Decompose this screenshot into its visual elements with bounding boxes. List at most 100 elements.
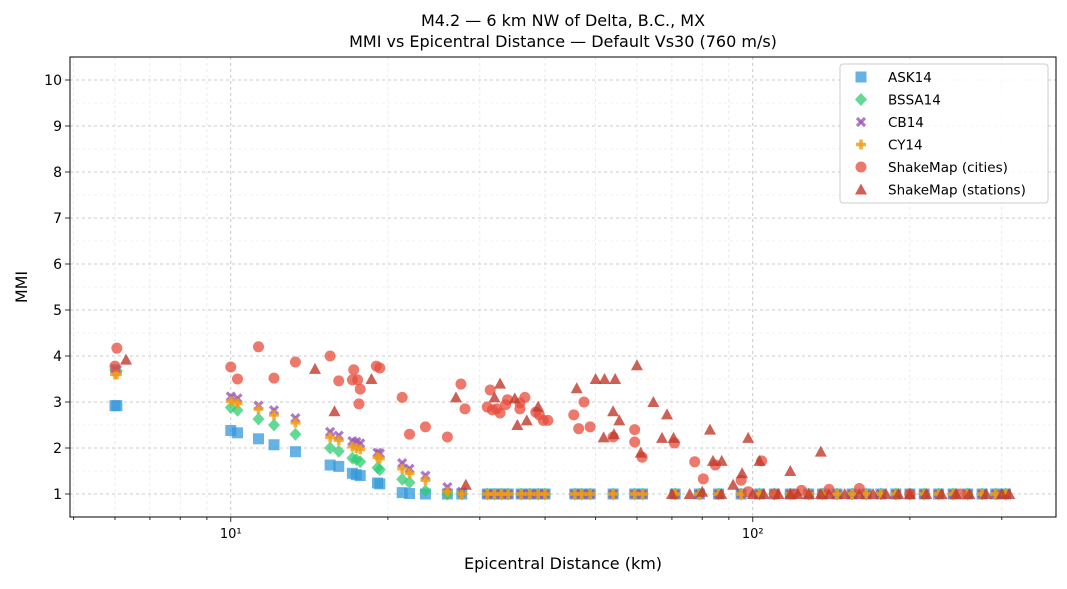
data-point xyxy=(520,414,533,426)
data-point xyxy=(706,454,719,466)
x-stroke xyxy=(397,458,408,469)
data-point xyxy=(253,403,264,414)
data-marks xyxy=(108,341,1016,501)
data-point xyxy=(397,463,408,474)
data-point xyxy=(232,398,243,409)
data-point xyxy=(289,356,301,368)
data-point xyxy=(823,488,836,499)
legend-marker xyxy=(855,116,867,128)
data-point xyxy=(355,444,366,455)
series-shakemap-stations xyxy=(120,353,1016,499)
data-point xyxy=(373,463,386,477)
data-point xyxy=(333,460,345,472)
data-point xyxy=(629,424,641,436)
data-point xyxy=(629,436,641,448)
data-point xyxy=(772,488,785,499)
grid xyxy=(70,56,1056,518)
data-point xyxy=(231,373,243,385)
data-point xyxy=(609,373,622,384)
data-point xyxy=(880,488,893,499)
data-point xyxy=(396,487,408,499)
legend-marker xyxy=(855,71,867,83)
y-tick-label: 9 xyxy=(53,119,62,135)
data-point xyxy=(542,414,554,426)
data-point xyxy=(589,373,602,384)
data-point xyxy=(325,426,336,438)
data-point xyxy=(578,396,590,408)
data-point xyxy=(598,373,611,384)
x-stroke xyxy=(855,116,867,128)
data-point xyxy=(802,488,815,499)
data-point xyxy=(231,427,243,439)
legend-label: ASK14 xyxy=(888,70,932,86)
y-tick-label: 2 xyxy=(53,441,62,457)
data-point xyxy=(573,423,585,435)
data-point xyxy=(746,488,759,499)
x-tick-label: 10² xyxy=(742,527,764,542)
data-point xyxy=(784,488,797,499)
data-point xyxy=(365,373,378,384)
data-point xyxy=(354,383,366,395)
data-point xyxy=(354,470,366,482)
data-point xyxy=(348,364,360,376)
data-point xyxy=(861,489,872,499)
data-point xyxy=(290,417,301,428)
data-point xyxy=(597,431,610,443)
data-point xyxy=(742,431,755,443)
data-point xyxy=(252,433,264,445)
legend-marker xyxy=(855,93,867,106)
data-point xyxy=(269,409,280,420)
data-point xyxy=(289,446,301,458)
data-point xyxy=(511,419,524,430)
data-point xyxy=(949,488,962,499)
data-point xyxy=(689,456,701,468)
data-point xyxy=(715,454,728,466)
data-point xyxy=(374,362,386,374)
data-point xyxy=(661,408,674,420)
data-point xyxy=(637,489,648,499)
data-point xyxy=(268,372,280,384)
data-point xyxy=(324,350,336,362)
legend: ASK14 BSSA14 CB14 CY14 ShakeMap (cities) Shak… xyxy=(839,63,1049,204)
data-point xyxy=(703,423,716,435)
x-stroke xyxy=(325,426,336,438)
plot-frame xyxy=(69,56,1057,518)
data-point xyxy=(892,488,905,499)
data-point xyxy=(494,407,506,419)
data-point xyxy=(935,488,948,499)
y-tick-label: 3 xyxy=(53,395,62,411)
y-tick-label: 5 xyxy=(53,303,62,319)
data-point xyxy=(608,489,619,499)
data-point xyxy=(324,459,336,471)
data-point xyxy=(838,488,851,499)
y-tick-label: 6 xyxy=(53,257,62,273)
data-point xyxy=(374,453,385,464)
series-ask14 xyxy=(109,400,1012,500)
data-point xyxy=(252,341,264,353)
data-point xyxy=(1003,488,1016,499)
y-tick-label: 1 xyxy=(53,487,62,503)
data-point xyxy=(814,445,827,457)
data-point xyxy=(332,444,345,458)
data-point xyxy=(847,489,858,499)
data-point xyxy=(268,439,280,451)
data-point xyxy=(607,428,620,440)
data-point xyxy=(325,432,336,443)
data-point xyxy=(814,488,827,499)
data-point xyxy=(920,488,933,499)
data-point xyxy=(532,400,545,412)
data-point xyxy=(419,421,431,433)
x-tick-label: 10¹ xyxy=(220,527,242,542)
data-point xyxy=(665,488,678,499)
y-tick-label: 8 xyxy=(53,165,62,181)
legend-label: BSSA14 xyxy=(888,93,941,109)
data-point xyxy=(404,468,415,479)
data-point xyxy=(963,488,976,499)
data-point xyxy=(455,378,467,390)
data-point xyxy=(404,488,416,500)
y-tick-label: 4 xyxy=(53,349,62,365)
data-point xyxy=(570,382,583,394)
data-point xyxy=(494,377,507,389)
data-point xyxy=(225,425,237,437)
data-point xyxy=(576,489,587,499)
